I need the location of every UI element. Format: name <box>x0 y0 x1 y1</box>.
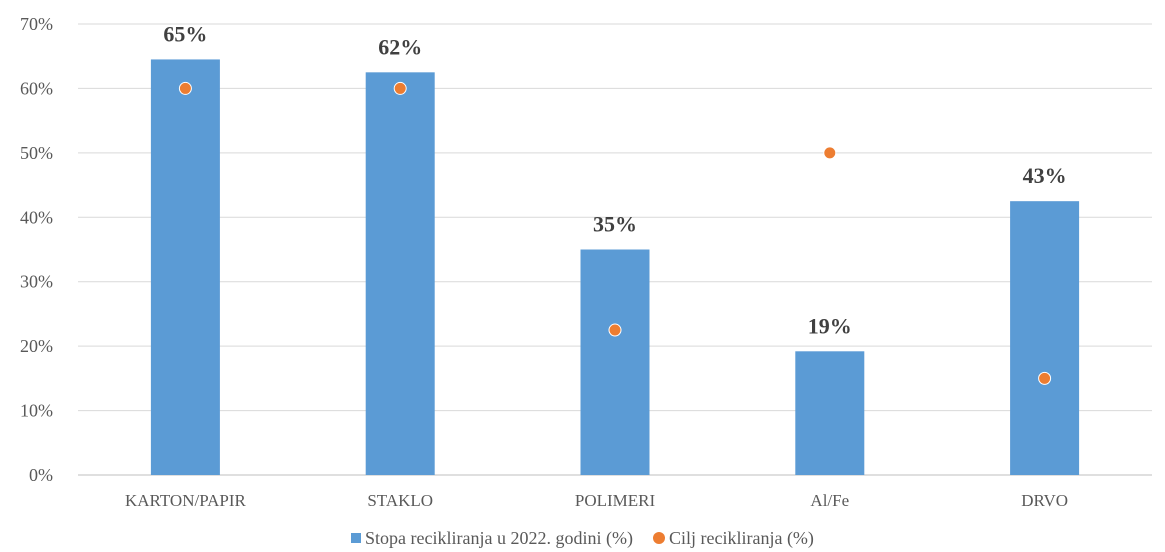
x-axis-categories: KARTON/PAPIR STAKLO POLIMERI Al/Fe DRVO <box>125 491 1068 510</box>
legend-label-bars: Stopa recikliranja u 2022. godini (%) <box>365 527 633 548</box>
legend-item-bars: Stopa recikliranja u 2022. godini (%) <box>351 528 633 549</box>
x-category-label: POLIMERI <box>575 491 656 510</box>
bar <box>150 59 220 475</box>
bar <box>795 351 865 475</box>
y-tick-label: 0% <box>29 465 53 485</box>
bar-series <box>150 59 1080 476</box>
y-axis-ticks: 0% 10% 20% 30% 40% 50% 60% 70% <box>20 14 53 485</box>
bar-data-label: 19% <box>808 313 852 338</box>
legend-label-target: Cilj recikliranja (%) <box>668 527 814 548</box>
target-point <box>823 146 837 160</box>
legend: Stopa recikliranja u 2022. godini (%) Ci… <box>0 526 1165 550</box>
legend-item-target: Cilj recikliranja (%) <box>652 527 814 549</box>
bar-data-label: 65% <box>163 21 207 46</box>
x-category-label: STAKLO <box>367 491 433 510</box>
bar <box>580 249 650 475</box>
bar-data-label: 62% <box>378 34 422 59</box>
target-point <box>1038 371 1052 385</box>
y-tick-label: 70% <box>20 14 53 34</box>
y-tick-label: 50% <box>20 143 53 163</box>
y-tick-label: 40% <box>20 207 53 227</box>
bar-data-labels: 65% 62% 35% 19% 43% <box>163 21 1066 338</box>
legend-bar-swatch <box>351 533 362 543</box>
y-tick-label: 60% <box>20 78 53 98</box>
x-category-label: Al/Fe <box>810 491 849 510</box>
y-tick-label: 20% <box>20 336 53 356</box>
target-series <box>178 81 1052 385</box>
target-point <box>608 323 622 337</box>
bar-data-label: 43% <box>1023 163 1067 188</box>
target-point <box>393 81 407 95</box>
y-tick-label: 10% <box>20 401 53 421</box>
x-category-label: DRVO <box>1021 491 1068 510</box>
legend-dot-swatch <box>652 532 665 544</box>
bar-data-label: 35% <box>593 212 637 237</box>
bar <box>365 72 435 476</box>
target-point <box>178 81 192 95</box>
y-tick-label: 30% <box>20 272 53 292</box>
x-category-label: KARTON/PAPIR <box>125 491 247 510</box>
bar <box>1010 201 1080 475</box>
combo-chart: 0%10%20%30%40%50%60%70% 65%62%35%19%43% … <box>20 14 1152 510</box>
